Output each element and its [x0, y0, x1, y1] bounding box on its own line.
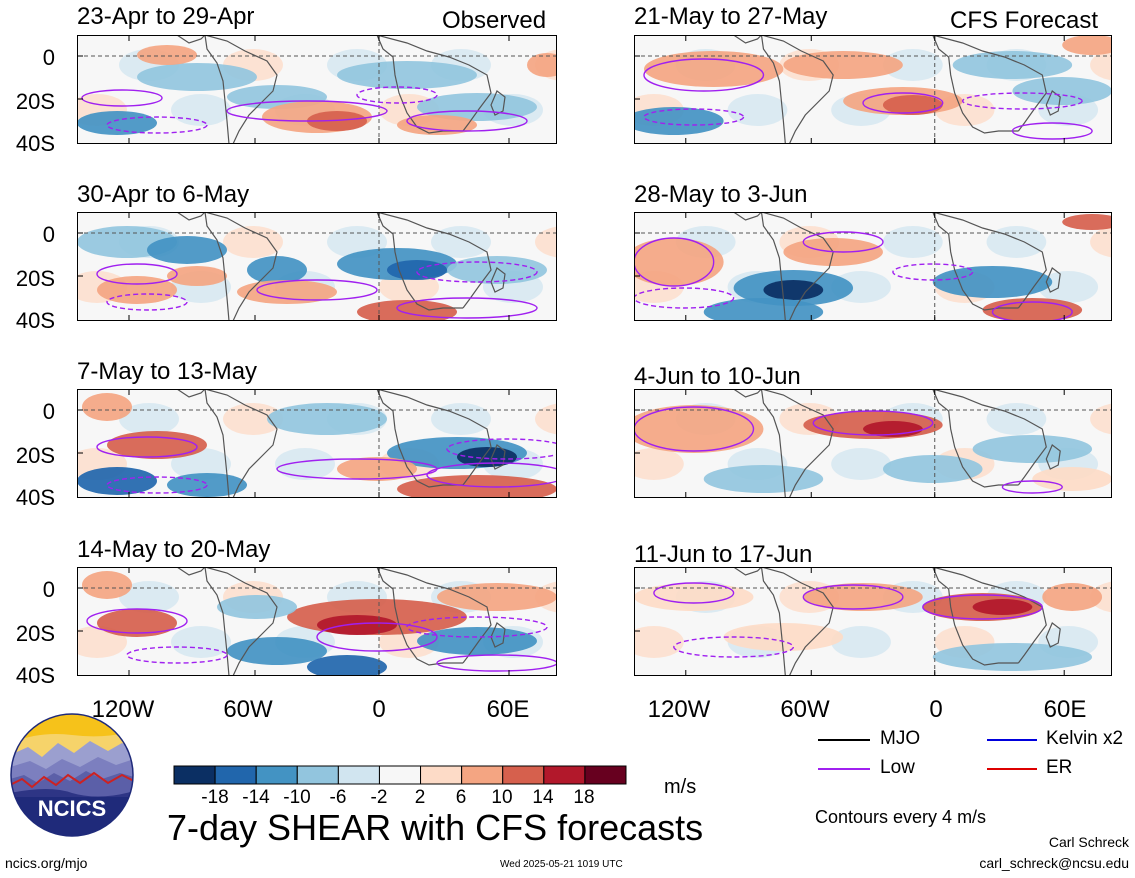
colorbar-swatch [420, 765, 463, 785]
lon-tick-60e-right: 60E [1043, 696, 1087, 723]
colorbar-label: -18 [201, 787, 229, 808]
lat-tick-20s-p4: 20S [15, 621, 55, 646]
colorbar-swatch [173, 765, 216, 785]
panel-title-fcst-4: 11-Jun to 17-Jun [634, 541, 813, 568]
map-panel-obs-1 [77, 35, 557, 144]
lat-tick-40s-p2: 40S [15, 308, 55, 333]
lon-tick-120w-left: 120W [91, 696, 155, 723]
lat-tick-20s-p1: 20S [15, 89, 55, 114]
legend-line-mjo [818, 739, 870, 741]
footer-website: ncics.org/mjo [5, 855, 88, 871]
lon-tick-60w-left: 60W [223, 696, 273, 723]
colorbar-swatch [255, 765, 298, 785]
colorbar-label: 6 [455, 787, 467, 808]
map-panel-fcst-4 [634, 567, 1112, 676]
legend-label-mjo: MJO [880, 728, 921, 749]
panel-title-obs-3: 7-May to 13-May [77, 358, 258, 385]
map-panel-fcst-3 [634, 389, 1112, 498]
legend-label-kelvin: Kelvin x2 [1046, 728, 1124, 749]
colorbar-label: -14 [242, 787, 270, 808]
observed-label: Observed [442, 7, 547, 34]
lon-tick-60w-right: 60W [780, 696, 830, 723]
panel-title-obs-4: 14-May to 20-May [77, 536, 271, 563]
panel-title-obs-1: 23-Apr to 29-Apr [77, 3, 255, 30]
colorbar-swatch [502, 765, 545, 785]
lat-tick-20s-p3: 20S [15, 443, 55, 468]
colorbar-label: 14 [532, 787, 554, 808]
legend-line-kelvin [987, 739, 1037, 741]
panel-title-fcst-2: 28-May to 3-Jun [634, 181, 808, 208]
colorbar-label: 18 [573, 787, 595, 808]
contour-note: Contours every 4 m/s [815, 807, 987, 827]
map-panel-obs-4 [77, 567, 557, 676]
lon-tick-0-right: 0 [929, 696, 943, 723]
panel-title-obs-2: 30-Apr to 6-May [77, 181, 250, 208]
colorbar-swatch [584, 765, 627, 785]
lat-tick-0-p4: 0 [42, 577, 55, 602]
colorbar-swatch [214, 765, 257, 785]
map-panel-obs-3 [77, 389, 557, 498]
colorbar-label: 2 [414, 787, 426, 808]
lat-tick-40s-p1: 40S [15, 131, 55, 156]
lat-tick-40s-p3: 40S [15, 485, 55, 510]
colorbar-label: -6 [329, 787, 347, 808]
map-panel-obs-2 [77, 212, 557, 321]
colorbar-swatch [337, 765, 380, 785]
colorbar [173, 765, 627, 785]
main-title: 7-day SHEAR with CFS forecasts [167, 807, 704, 848]
colorbar-swatch [543, 765, 586, 785]
legend-label-low: Low [880, 757, 915, 778]
footer-email: carl_schreck@ncsu.edu [979, 855, 1129, 871]
lat-tick-0-p3: 0 [42, 399, 55, 424]
colorbar-swatch [461, 765, 504, 785]
panel-title-fcst-3: 4-Jun to 10-Jun [634, 363, 801, 390]
colorbar-swatch [296, 765, 339, 785]
lat-tick-40s-p4: 40S [15, 663, 55, 688]
colorbar-label: -10 [283, 787, 311, 808]
map-panel-fcst-2 [634, 212, 1112, 321]
colorbar-swatch [378, 765, 422, 785]
lat-tick-0-p2: 0 [42, 222, 55, 247]
lat-tick-20s-p2: 20S [15, 266, 55, 291]
logo-text: NCICS [38, 796, 106, 821]
footer-timestamp: Wed 2025-05-21 1019 UTC [500, 859, 623, 870]
lat-tick-0-p1: 0 [42, 45, 55, 70]
ncics-logo: NCICS [10, 713, 134, 837]
colorbar-label: 10 [491, 787, 513, 808]
lon-tick-60e-left: 60E [486, 696, 530, 723]
legend-line-er [987, 768, 1037, 770]
panel-title-fcst-1: 21-May to 27-May [634, 3, 828, 30]
legend-line-low [818, 768, 870, 770]
map-panel-fcst-1 [634, 35, 1112, 144]
footer-author: Carl Schreck [1048, 834, 1129, 850]
lon-tick-120w-right: 120W [647, 696, 711, 723]
lon-tick-0-left: 0 [372, 696, 386, 723]
colorbar-label: -2 [370, 787, 388, 808]
colorbar-unit: m/s [664, 776, 697, 798]
forecast-label: CFS Forecast [950, 7, 1099, 34]
legend-label-er: ER [1046, 757, 1073, 778]
